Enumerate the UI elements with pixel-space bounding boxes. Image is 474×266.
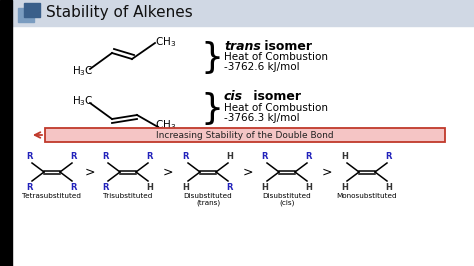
Text: H: H [306,183,312,192]
Text: cis: cis [224,90,243,103]
Text: H: H [182,183,190,192]
Text: isomer: isomer [249,90,301,103]
Text: R: R [147,152,153,161]
Text: Disubstituted
(trans): Disubstituted (trans) [183,193,232,206]
Text: H: H [146,183,154,192]
Text: Monosubstituted: Monosubstituted [337,193,397,199]
Bar [24,3,40,17]
Text: R: R [262,152,268,161]
Text: Stability of Alkenes: Stability of Alkenes [46,6,193,20]
Text: R: R [103,152,109,161]
Text: H$_3$C: H$_3$C [72,94,93,108]
Text: >: > [163,165,173,178]
Text: -3766.3 kJ/mol: -3766.3 kJ/mol [224,113,300,123]
Text: H: H [385,183,392,192]
Text: R: R [386,152,392,161]
Text: H: H [342,183,348,192]
Text: R: R [27,183,33,192]
Text: >: > [243,165,253,178]
Text: R: R [103,183,109,192]
Text: >: > [322,165,332,178]
Text: R: R [183,152,189,161]
Bar [18,8,34,22]
Text: Disubstituted
(cis): Disubstituted (cis) [263,193,311,206]
Text: R: R [227,183,233,192]
Text: Trisubstituted: Trisubstituted [103,193,153,199]
Text: R: R [71,152,77,161]
Text: H$_3$C: H$_3$C [72,64,93,78]
Text: isomer: isomer [260,39,312,52]
Text: H: H [262,183,268,192]
Text: >: > [85,165,95,178]
Text: Heat of Combustion: Heat of Combustion [224,103,328,113]
FancyArrowPatch shape [35,132,42,138]
Text: -3762.6 kJ/mol: -3762.6 kJ/mol [224,62,300,72]
Bar [0,0,12,266]
Text: H: H [227,152,233,161]
Text: R: R [306,152,312,161]
Text: R: R [27,152,33,161]
Text: Tetrasubstituted: Tetrasubstituted [22,193,82,199]
Text: R: R [71,183,77,192]
Text: trans: trans [224,39,261,52]
Bar [12,0,474,26]
Text: Heat of Combustion: Heat of Combustion [224,52,328,62]
Text: }: } [200,92,223,126]
Text: CH$_3$: CH$_3$ [155,118,176,132]
Text: }: } [200,41,223,75]
Text: Increasing Stability of the Double Bond: Increasing Stability of the Double Bond [156,131,334,139]
Text: H: H [342,152,348,161]
Text: CH$_3$: CH$_3$ [155,35,176,49]
Bar [45,128,445,142]
